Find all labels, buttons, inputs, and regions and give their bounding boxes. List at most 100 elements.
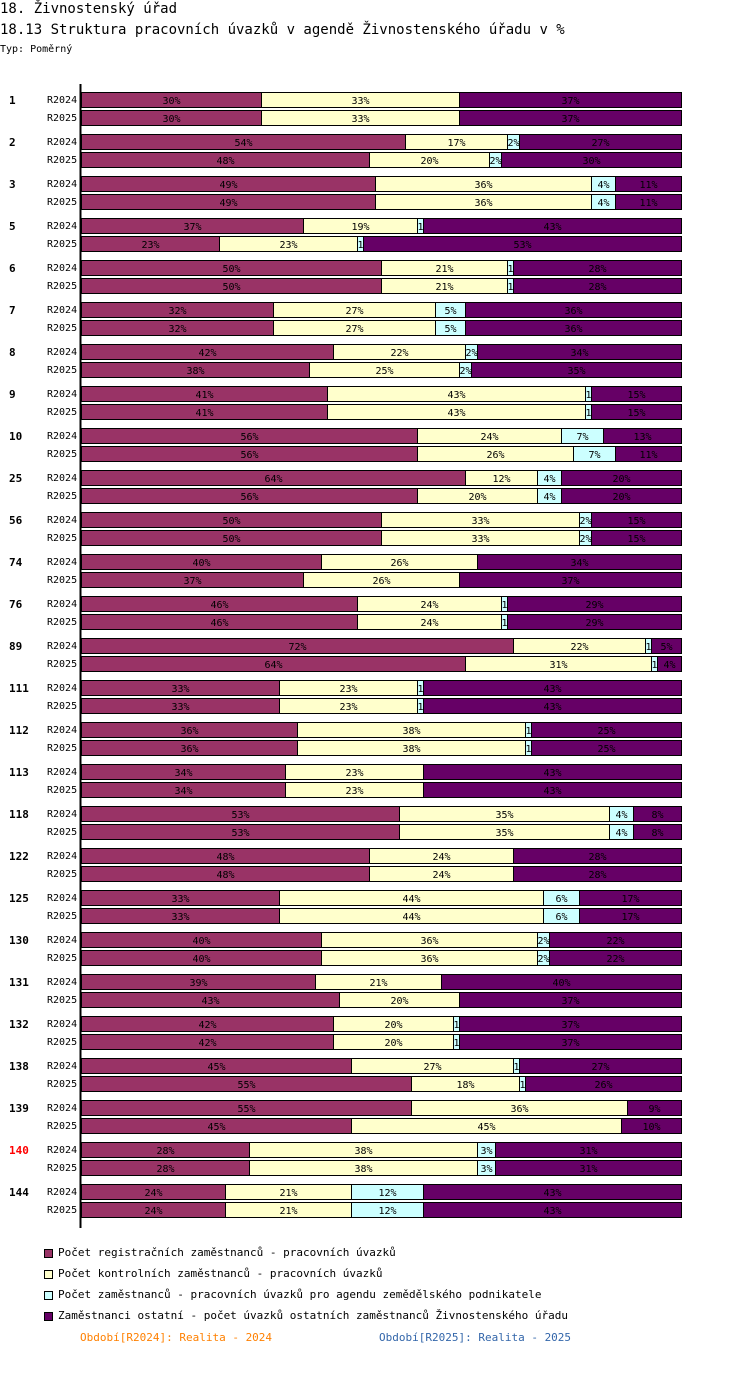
group-label: 89 (9, 640, 22, 653)
bar-group-122: 122 R2024 48% 24% 28% R2025 48% 24% 28% (9, 848, 682, 882)
bar-value-label: 2% (579, 516, 591, 527)
group-label: 122 (9, 850, 29, 863)
bar-value-label: 30% (162, 114, 180, 125)
bar-row: R2025 48% 24% 28% (47, 866, 682, 882)
bar-value-label: 33% (351, 114, 369, 125)
group-label: 6 (9, 262, 16, 275)
bar-value-label: 40% (192, 936, 210, 947)
period-label: R2025 (47, 1163, 77, 1174)
group-label: 25 (9, 472, 22, 485)
bar-segment-other (459, 92, 682, 108)
bar-value-label: 28% (588, 282, 606, 293)
bar-value-label: 43% (543, 222, 561, 233)
bar-value-label: 23% (141, 240, 159, 251)
bar-value-label: 28% (588, 852, 606, 863)
period-label: R2024 (47, 599, 77, 610)
legend-swatch-other (44, 1312, 53, 1321)
bar-row: R2024 37% 19% 1 43% (47, 218, 682, 234)
bar-row: R2024 48% 24% 28% (47, 848, 682, 864)
bar-value-label: 64% (264, 474, 282, 485)
bar-value-label: 2% (465, 348, 477, 359)
bar-value-label: 21% (435, 282, 453, 293)
bar-row: R2024 46% 24% 1 29% (47, 596, 682, 612)
bar-value-label: 33% (171, 912, 189, 923)
period-label: R2024 (47, 1187, 77, 1198)
bar-group-140: 140 R2024 28% 38% 3% 31% R2025 28% 38% 3% 31% (9, 1142, 682, 1176)
bar-row: R2024 30% 33% 37% (47, 92, 682, 108)
bar-value-label: 43% (543, 684, 561, 695)
bar-value-label: 38% (354, 1146, 372, 1157)
bar-row: R2025 46% 24% 1 29% (47, 614, 682, 630)
bar-group-8: 8 R2024 42% 22% 2% 34% R2025 38% 25% 2% 35% (9, 344, 682, 378)
period-label: R2025 (47, 1205, 77, 1216)
bar-value-label: 53% (231, 828, 249, 839)
period-label: R2025 (47, 407, 77, 418)
period-label: R2025 (47, 1079, 77, 1090)
bar-value-label: 20% (384, 1020, 402, 1031)
bar-row: R2025 30% 33% 37% (47, 110, 682, 126)
bar-value-label: 37% (561, 1020, 579, 1031)
bar-segment-other (591, 386, 682, 402)
bar-row: R2024 24% 21% 12% 43% (47, 1184, 682, 1200)
bar-value-label: 39% (189, 978, 207, 989)
bar-value-label: 36% (564, 306, 582, 317)
bar-segment-other (621, 1118, 682, 1134)
bar-row: R2025 40% 36% 2% 22% (47, 950, 682, 966)
period-2024-label: Období[R2024]: Realita - 2024 (80, 1331, 273, 1344)
bar-row: R2025 50% 21% 1 28% (47, 278, 682, 294)
period-label: R2025 (47, 953, 77, 964)
bar-value-label: 25% (375, 366, 393, 377)
bar-value-label: 1 (507, 264, 513, 275)
bar-value-label: 22% (606, 954, 624, 965)
bar-segment-other (591, 512, 682, 528)
bar-value-label: 20% (612, 474, 630, 485)
bar-value-label: 36% (564, 324, 582, 335)
bar-row: R2024 50% 21% 1 28% (47, 260, 682, 276)
bar-value-label: 1 (453, 1038, 459, 1049)
bar-value-label: 24% (144, 1188, 162, 1199)
group-label: 130 (9, 934, 29, 947)
bar-value-label: 30% (582, 156, 600, 167)
bar-row: R2024 72% 22% 1 5% (47, 638, 682, 654)
bar-row: R2024 39% 21% 40% (47, 974, 682, 990)
bar-segment-other (465, 320, 682, 336)
bar-value-label: 1 (519, 1080, 525, 1091)
bar-value-label: 1 (501, 600, 507, 611)
period-label: R2025 (47, 575, 77, 586)
bar-value-label: 2% (579, 534, 591, 545)
bar-group-112: 112 R2024 36% 38% 1 25% R2025 36% 38% 1 25% (9, 722, 682, 756)
chart-title: 18.13 Struktura pracovních úvazků v agen… (0, 22, 565, 38)
bar-value-label: 1 (417, 684, 423, 695)
period-label: R2024 (47, 977, 77, 988)
bar-value-label: 48% (216, 156, 234, 167)
bar-value-label: 37% (183, 222, 201, 233)
bar-value-label: 26% (486, 450, 504, 461)
bar-value-label: 33% (171, 894, 189, 905)
bar-value-label: 12% (378, 1206, 396, 1217)
period-label: R2024 (47, 263, 77, 274)
bar-value-label: 54% (234, 138, 252, 149)
period-label: R2025 (47, 491, 77, 502)
bar-value-label: 1 (357, 240, 363, 251)
period-label: R2024 (47, 305, 77, 316)
group-label: 132 (9, 1018, 29, 1031)
period-label: R2025 (47, 827, 77, 838)
period-label: R2024 (47, 347, 77, 358)
bar-value-label: 1 (651, 660, 657, 671)
bar-row: R2025 48% 20% 2% 30% (47, 152, 682, 168)
period-label: R2024 (47, 473, 77, 484)
bar-segment-other (507, 596, 682, 612)
period-label: R2024 (47, 557, 77, 568)
bar-value-label: 36% (474, 198, 492, 209)
bar-value-label: 53% (513, 240, 531, 251)
bar-value-label: 32% (168, 324, 186, 335)
bar-row: R2025 33% 44% 6% 17% (47, 908, 682, 924)
bar-group-2: 2 R2024 54% 17% 2% 27% R2025 48% 20% 2% 30% (9, 134, 682, 168)
period-label: R2024 (47, 431, 77, 442)
bar-value-label: 34% (570, 348, 588, 359)
bar-segment-other (423, 764, 682, 780)
bar-value-label: 24% (420, 618, 438, 629)
period-label: R2025 (47, 743, 77, 754)
bar-value-label: 35% (495, 810, 513, 821)
period-label: R2024 (47, 893, 77, 904)
